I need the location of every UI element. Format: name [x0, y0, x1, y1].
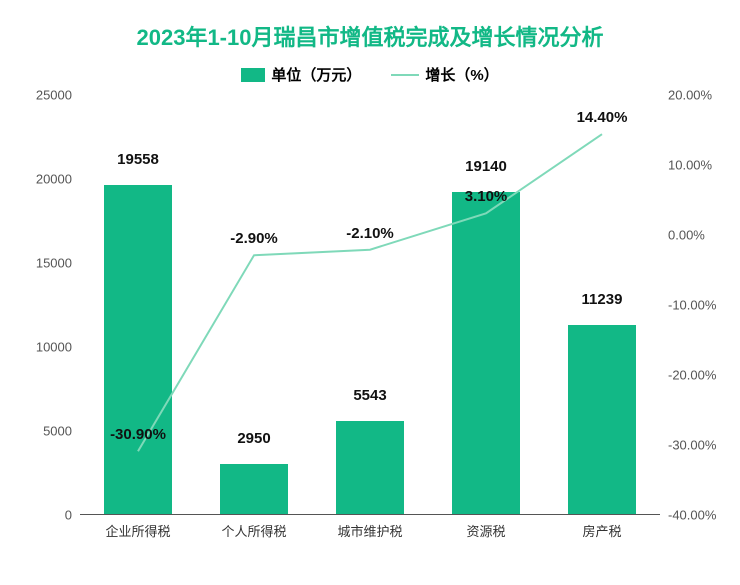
y-left-tick: 15000: [36, 256, 72, 271]
xaxis-row: 企业所得税个人所得税城市维护税资源税房产税: [80, 521, 660, 540]
bar-slot: 19140: [428, 95, 544, 514]
xaxis-label: 资源税: [428, 521, 544, 540]
legend-swatch-bar: [241, 68, 265, 82]
y-right-tick: -30.00%: [668, 438, 716, 453]
line-value-label: 14.40%: [577, 109, 628, 126]
bar: [336, 421, 403, 514]
xaxis-label: 个人所得税: [196, 521, 312, 540]
y-right-tick: 0.00%: [668, 228, 705, 243]
bar-slot: 5543: [312, 95, 428, 514]
line-value-label: 3.10%: [465, 188, 508, 205]
legend-item-line: 增长（%）: [391, 64, 498, 85]
legend-swatch-line: [391, 74, 419, 76]
bar: [452, 192, 519, 514]
y-left-tick: 20000: [36, 172, 72, 187]
y-left-tick: 25000: [36, 88, 72, 103]
bar-value-label: 5543: [353, 387, 386, 404]
legend-item-bar: 单位（万元）: [241, 64, 361, 85]
bar: [104, 185, 171, 514]
legend-label-line: 增长（%）: [425, 64, 498, 85]
bar-value-label: 11239: [582, 291, 623, 308]
legend: 单位（万元） 增长（%）: [30, 64, 710, 85]
chart-title: 2023年1-10月瑞昌市增值税完成及增长情况分析: [30, 20, 710, 52]
xaxis-label: 房产税: [544, 521, 660, 540]
y-right-tick: -40.00%: [668, 508, 716, 523]
y-right-tick: 10.00%: [668, 158, 712, 173]
chart-container: 2023年1-10月瑞昌市增值税完成及增长情况分析 单位（万元） 增长（%） 1…: [0, 0, 740, 585]
line-value-label: -30.90%: [110, 426, 166, 443]
bar-slot: 19558: [80, 95, 196, 514]
y-left-tick: 0: [65, 508, 72, 523]
line-value-label: -2.90%: [230, 230, 278, 247]
bar: [220, 464, 287, 514]
y-left-tick: 5000: [43, 424, 72, 439]
bar-value-label: 19140: [465, 158, 507, 175]
y-left-tick: 10000: [36, 340, 72, 355]
legend-label-bar: 单位（万元）: [271, 64, 361, 85]
y-right-tick: -10.00%: [668, 298, 716, 313]
bar: [568, 325, 635, 514]
y-right-tick: 20.00%: [668, 88, 712, 103]
bar-value-label: 2950: [237, 430, 270, 447]
bars-row: 19558 2950 5543 19140 11239: [80, 95, 660, 514]
bar-slot: 11239: [544, 95, 660, 514]
bar-slot: 2950: [196, 95, 312, 514]
plot-wrapper: 19558295055431914011239 0500010000150002…: [80, 95, 660, 540]
bar-value-label: 19558: [117, 151, 159, 168]
xaxis-label: 企业所得税: [80, 521, 196, 540]
plot-area: 19558295055431914011239 0500010000150002…: [80, 95, 660, 515]
line-value-label: -2.10%: [346, 225, 394, 242]
xaxis-label: 城市维护税: [312, 521, 428, 540]
y-right-tick: -20.00%: [668, 368, 716, 383]
